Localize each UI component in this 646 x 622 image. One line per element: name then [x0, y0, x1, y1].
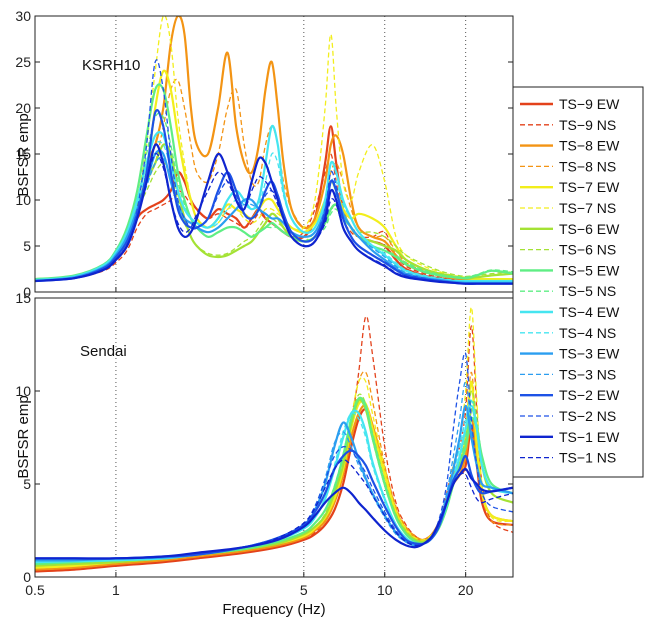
- series-line-ts-4-ns: [35, 399, 513, 563]
- y-tick-label: 10: [15, 383, 31, 399]
- legend-label: TS−6 NS: [559, 242, 616, 258]
- legend-label: TS−3 NS: [559, 366, 616, 382]
- legend-label: TS−7 EW: [559, 179, 620, 195]
- series-line-ts-4-ew: [35, 124, 513, 283]
- y-tick-label: 5: [23, 238, 31, 254]
- legend-label: TS−6 EW: [559, 221, 620, 237]
- legend-label: TS−4 NS: [559, 325, 616, 341]
- panel-top-title: KSRH10: [82, 57, 140, 74]
- panel-bottom-background: [35, 298, 513, 577]
- panel-top-xaxis-ticks: [34, 287, 467, 292]
- panel-top-background: [35, 16, 513, 292]
- legend-label: TS−1 NS: [559, 450, 616, 466]
- panel-top-ylabel: BSFSR emp: [15, 113, 32, 196]
- series-line-ts-3-ns: [35, 156, 513, 284]
- series-line-ts-7-ns: [35, 16, 513, 280]
- legend-label: TS−5 NS: [559, 283, 616, 299]
- legend-label: TS−9 EW: [559, 96, 620, 112]
- legend-label: TS−9 NS: [559, 117, 616, 133]
- y-tick-label: 15: [15, 290, 31, 306]
- panel-bottom-xaxis-ticks: 0.5 1 5 10 20: [25, 572, 474, 598]
- series-line-ts-5-ns: [35, 397, 513, 565]
- series-line-ts-1-ns: [35, 459, 513, 560]
- series-line-ts-5-ew: [35, 83, 513, 281]
- series-line-ts-9-ns: [35, 153, 513, 281]
- legend-label: TS−4 EW: [559, 304, 620, 320]
- series-line-ts-1-ns: [35, 152, 513, 285]
- series-line-ts-6-ew: [35, 143, 513, 281]
- series-line-ts-1-ew: [35, 143, 513, 285]
- y-tick-label: 15: [15, 146, 31, 162]
- panel-bottom-title: Sendai: [80, 343, 127, 360]
- legend-label: TS−3 EW: [559, 346, 620, 362]
- legend-label: TS−7 NS: [559, 200, 616, 216]
- x-tick-label: 5: [300, 582, 308, 598]
- y-tick-label: 0: [23, 284, 31, 300]
- legend-label: TS−2 NS: [559, 408, 616, 424]
- series-line-ts-9-ns: [35, 315, 513, 573]
- series-line-ts-6-ns: [35, 162, 513, 280]
- legend-label: TS−5 EW: [559, 262, 620, 278]
- series-line-ts-2-ns: [35, 352, 513, 560]
- x-tick-label: 1: [112, 582, 120, 598]
- x-tick-label: 20: [458, 582, 474, 598]
- panel-bottom-series: [35, 306, 513, 573]
- panel-top-yaxis-ticks: 0 5 10 15 20 25 30: [15, 8, 513, 300]
- legend-box: [512, 86, 644, 478]
- x-tick-label: 0.5: [25, 582, 45, 598]
- legend: TS−9 EW TS−9 NS TS−8 EW TS−8 NS TS−7 EW TS−7 …: [512, 86, 644, 478]
- y-tick-label: 20: [15, 100, 31, 116]
- y-tick-label: 10: [15, 192, 31, 208]
- legend-label: TS−8 EW: [559, 138, 620, 154]
- legend-entries: TS−9 EW TS−9 NS TS−8 EW TS−8 NS TS−7 EW TS−7 …: [520, 96, 620, 466]
- x-tick-label: 10: [377, 582, 393, 598]
- y-tick-label: 30: [15, 8, 31, 24]
- y-tick-label: 5: [23, 476, 31, 492]
- series-line-ts-5-ns: [35, 112, 513, 280]
- series-line-ts-4-ns: [35, 141, 513, 282]
- panel-bottom-ylabel: BSFSR emp: [15, 395, 32, 478]
- panel-bottom-yaxis-ticks: 0 5 10 15: [15, 290, 513, 585]
- panel-top-series: [35, 16, 513, 285]
- panel-top: 0 5 10 15 20 25 30 KSRH10 BSFSR emp: [15, 8, 514, 300]
- legend-label: TS−2 EW: [559, 387, 620, 403]
- series-line-ts-8-ew: [35, 404, 513, 571]
- y-tick-label: 0: [23, 569, 31, 585]
- panel-bottom-xlabel: Frequency (Hz): [222, 601, 325, 618]
- legend-label: TS−8 NS: [559, 158, 616, 174]
- series-line-ts-5-ew: [35, 396, 513, 566]
- y-tick-label: 25: [15, 54, 31, 70]
- legend-label: TS−1 EW: [559, 429, 620, 445]
